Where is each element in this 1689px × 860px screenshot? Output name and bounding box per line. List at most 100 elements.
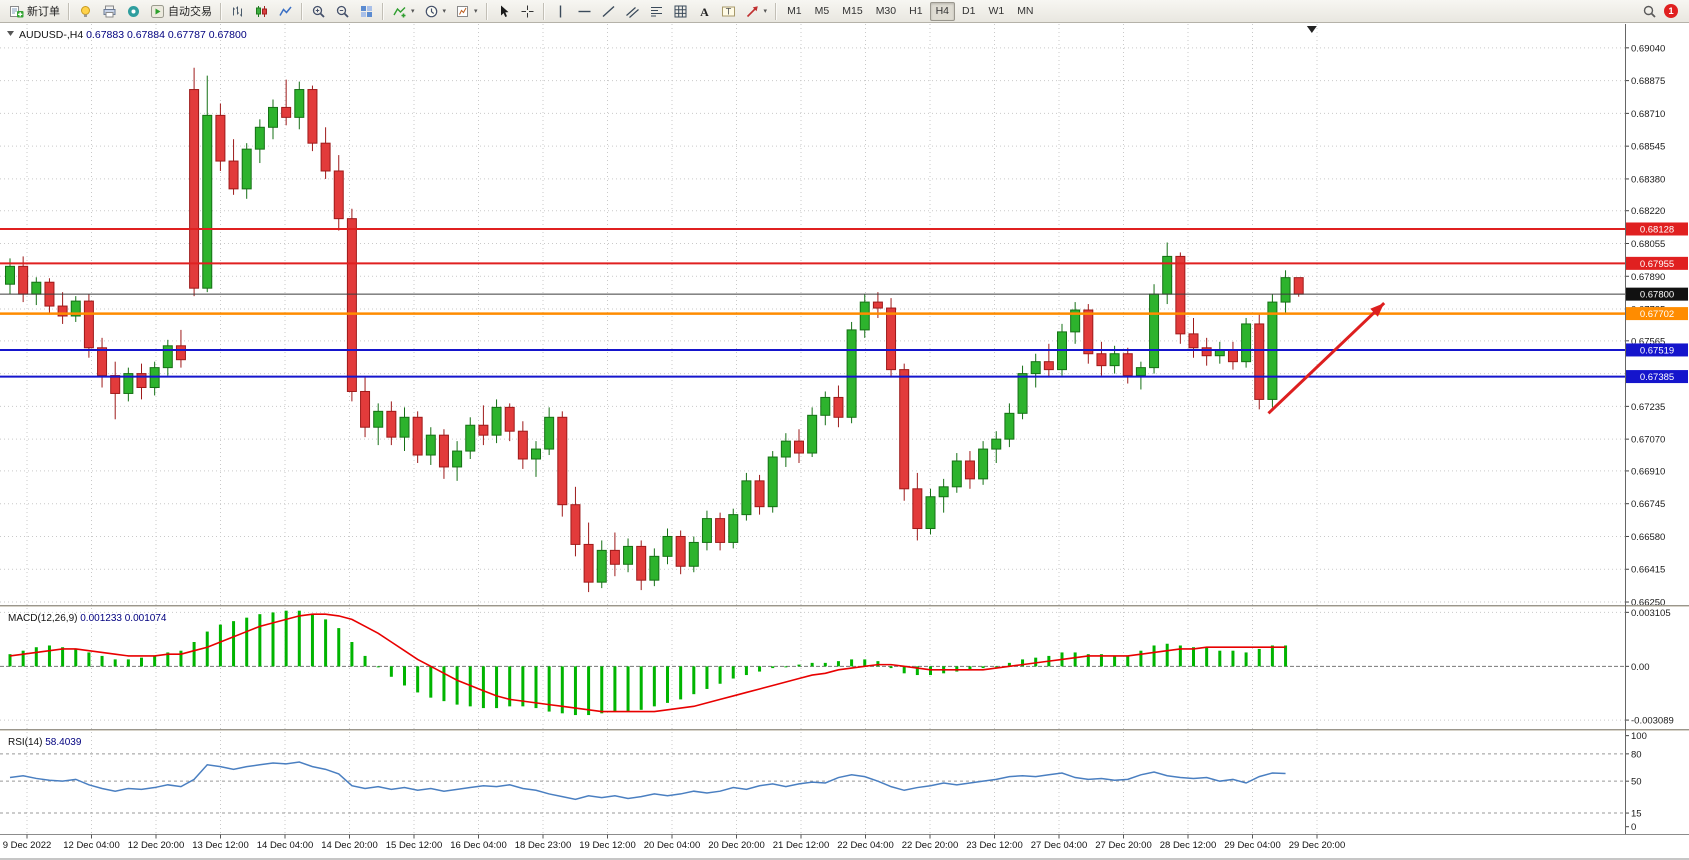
chart-shift-marker[interactable] xyxy=(1306,26,1317,33)
indicators-button[interactable]: ▾ xyxy=(388,1,419,21)
shapes-button[interactable] xyxy=(669,1,692,21)
candle-body xyxy=(373,410,384,428)
text-label-icon: T xyxy=(721,4,736,19)
timeframe-W1[interactable]: W1 xyxy=(982,2,1010,21)
print-icon xyxy=(102,4,117,19)
search-button[interactable] xyxy=(1638,1,1661,21)
chart-title: AUDUSD-,H4 0.67883 0.67884 0.67787 0.678… xyxy=(19,29,247,41)
arrow-tool-button[interactable]: ▾ xyxy=(741,1,772,21)
timeframe-H4[interactable]: H4 xyxy=(929,1,955,21)
timeframe-M30[interactable]: M30 xyxy=(870,2,902,21)
timeframe-D1[interactable]: D1 xyxy=(956,2,981,21)
candle-body xyxy=(715,518,726,543)
time-label: 27 Dec 04:00 xyxy=(1031,840,1088,851)
price-axis-label: 0.66910 xyxy=(1631,466,1665,477)
zoom-in-button[interactable] xyxy=(307,1,330,21)
candle-body xyxy=(175,345,186,361)
panel-splitter[interactable] xyxy=(0,605,1689,608)
chart-candles-button[interactable] xyxy=(250,1,273,21)
svg-text:0.67955: 0.67955 xyxy=(1640,259,1674,270)
symbol-collapse-icon[interactable] xyxy=(7,31,14,36)
svg-text:0.67702: 0.67702 xyxy=(1640,309,1674,320)
chart-line-icon xyxy=(278,4,293,19)
candle-body xyxy=(794,440,804,454)
price-axis-label: 0.68875 xyxy=(1631,76,1665,87)
fibonacci-button[interactable] xyxy=(645,1,668,21)
candle-body xyxy=(1030,361,1041,375)
candle-body xyxy=(886,307,897,371)
text-label-button[interactable]: T xyxy=(717,1,740,21)
time-label: 23 Dec 12:00 xyxy=(966,840,1023,851)
hline-button[interactable] xyxy=(573,1,596,21)
ideas-button[interactable] xyxy=(74,1,97,21)
candle-body xyxy=(31,281,42,295)
crosshair-button[interactable] xyxy=(516,1,539,21)
candle-body xyxy=(517,430,528,460)
candle-body xyxy=(1254,323,1265,400)
price-badge-0.67385: 0.67385 xyxy=(1626,370,1688,384)
chart-line-button[interactable] xyxy=(274,1,297,21)
candle-body xyxy=(241,148,252,190)
text-button[interactable]: A xyxy=(693,1,716,21)
candle-body xyxy=(228,160,239,190)
candle-body xyxy=(360,390,371,428)
candle-body xyxy=(110,375,121,394)
new-order-button[interactable]: 新订单 xyxy=(5,1,64,21)
channel-button[interactable] xyxy=(621,1,644,21)
toolbar-separator xyxy=(485,2,488,20)
candle-body xyxy=(1280,277,1291,303)
print-button[interactable] xyxy=(98,1,121,21)
zoom-out-button[interactable] xyxy=(331,1,354,21)
candle-body xyxy=(754,480,765,508)
panel-splitter[interactable] xyxy=(0,729,1689,732)
periods-button[interactable]: ▾ xyxy=(420,1,451,21)
time-label: 13 Dec 12:00 xyxy=(192,840,249,851)
time-label: 16 Dec 04:00 xyxy=(450,840,507,851)
price-axis-label: 0.68055 xyxy=(1631,239,1665,250)
cursor-button[interactable] xyxy=(492,1,515,21)
price-badge-0.67519: 0.67519 xyxy=(1626,343,1688,357)
templates-button[interactable]: ▾ xyxy=(451,1,482,21)
candle-body xyxy=(701,518,712,543)
chart-background xyxy=(0,24,1689,860)
candle-body xyxy=(97,347,108,377)
time-label: 22 Dec 04:00 xyxy=(837,840,894,851)
autotrade-button[interactable]: 自动交易 xyxy=(146,1,216,21)
expert-button[interactable] xyxy=(122,1,145,21)
price-axis-label: 0.68710 xyxy=(1631,109,1665,120)
time-label: 9 Dec 2022 xyxy=(3,840,52,851)
chart-bars-button[interactable] xyxy=(226,1,249,21)
notification-badge[interactable]: 1 xyxy=(1664,4,1678,18)
timeframe-M5[interactable]: M5 xyxy=(809,2,836,21)
candle-body xyxy=(649,555,660,581)
shapes-icon xyxy=(673,4,688,19)
price-axis-label: 0.67235 xyxy=(1631,402,1665,413)
time-label: 18 Dec 23:00 xyxy=(515,840,572,851)
rsi-axis-label: 50 xyxy=(1631,777,1642,788)
candle-body xyxy=(1227,349,1238,363)
candle-body xyxy=(1175,255,1186,335)
candle-body xyxy=(136,373,147,388)
chevron-down-icon: ▾ xyxy=(442,8,447,15)
search-icon xyxy=(1642,4,1657,19)
timeframe-MN[interactable]: MN xyxy=(1011,2,1039,21)
candle-body xyxy=(675,535,686,567)
tile-icon xyxy=(359,4,374,19)
vline-button[interactable] xyxy=(549,1,572,21)
timeframe-M15[interactable]: M15 xyxy=(836,2,868,21)
candle-body xyxy=(83,300,94,349)
candle-body xyxy=(780,440,791,458)
candle-body xyxy=(912,488,923,530)
time-axis[interactable]: 9 Dec 2022 12 Dec 04:00 12 Dec 20:00 13 Dec… xyxy=(0,834,1689,852)
time-label: 27 Dec 20:00 xyxy=(1095,840,1152,851)
trend-arrow[interactable] xyxy=(1267,301,1386,415)
timeframe-M1[interactable]: M1 xyxy=(781,2,808,21)
tile-button[interactable] xyxy=(355,1,378,21)
candle-body xyxy=(531,448,541,460)
timeframe-H1[interactable]: H1 xyxy=(903,2,928,21)
chart-canvas[interactable]: 0.69040 0.68875 0.68710 0.68545 0.68380 0.682… xyxy=(0,24,1689,860)
macd-signal-line xyxy=(9,613,1286,713)
candle-body xyxy=(202,114,213,289)
trendline-button[interactable] xyxy=(597,1,620,21)
indicators-icon xyxy=(392,4,407,19)
